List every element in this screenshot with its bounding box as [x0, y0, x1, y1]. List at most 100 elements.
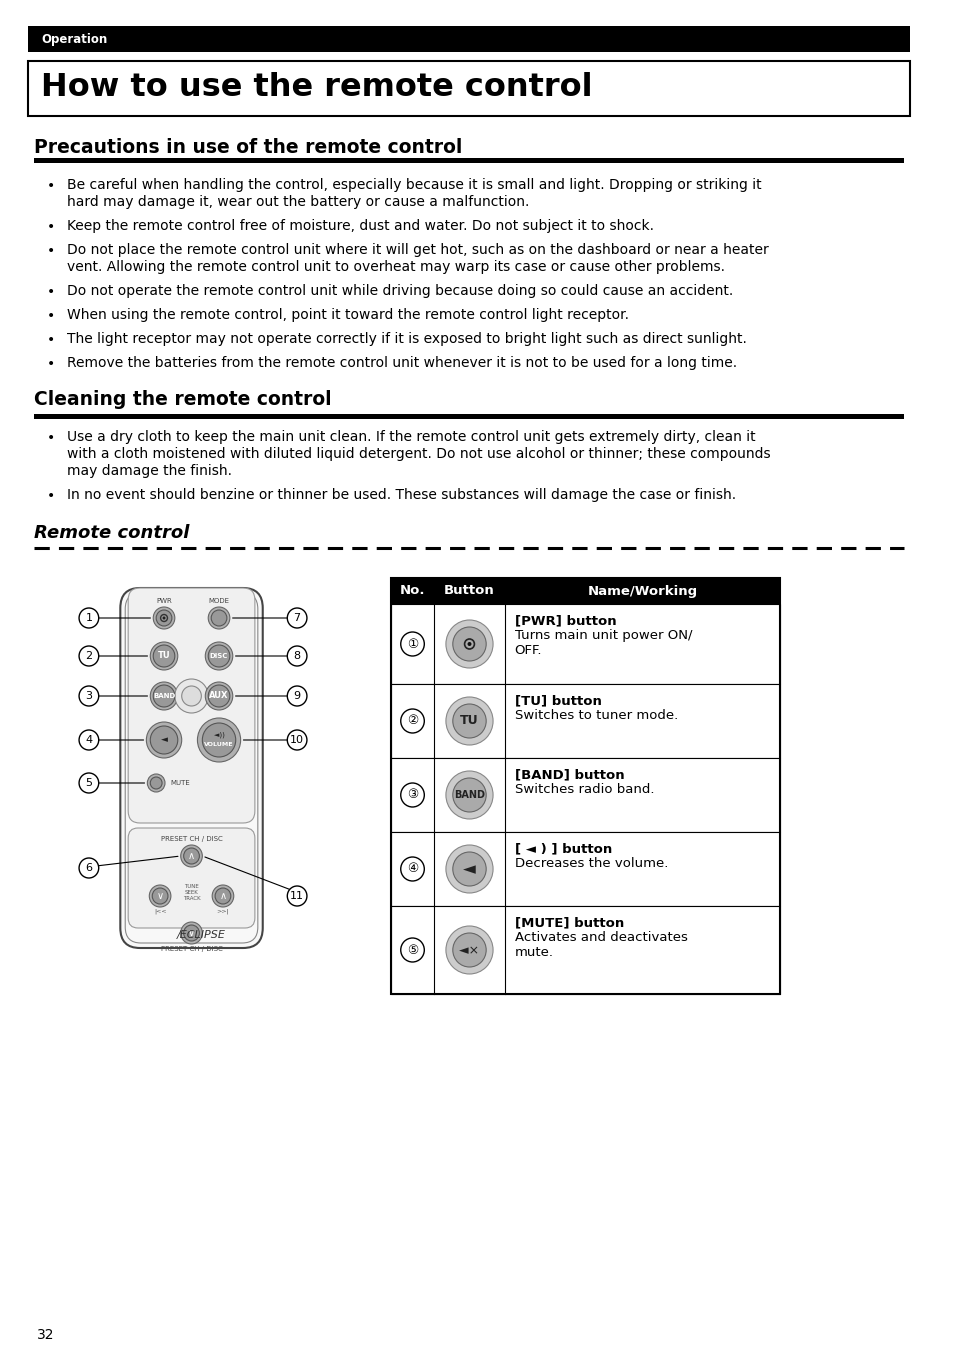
- Text: In no event should benzine or thinner be used. These substances will damage the : In no event should benzine or thinner be…: [67, 488, 735, 502]
- FancyBboxPatch shape: [120, 588, 262, 948]
- Text: •: •: [47, 178, 55, 193]
- Text: ◄︎: ◄︎: [160, 735, 168, 745]
- Bar: [391, 579, 779, 604]
- Text: mute.: mute.: [514, 946, 553, 959]
- Circle shape: [287, 685, 307, 706]
- Circle shape: [153, 607, 174, 629]
- Circle shape: [79, 773, 98, 794]
- Circle shape: [287, 886, 307, 906]
- Circle shape: [156, 610, 172, 626]
- Text: TUNE
SEEK
TRACK: TUNE SEEK TRACK: [183, 884, 200, 900]
- Text: Remote control: Remote control: [34, 525, 190, 542]
- Circle shape: [147, 773, 165, 792]
- Text: •: •: [47, 489, 55, 503]
- Circle shape: [287, 608, 307, 627]
- Circle shape: [400, 938, 424, 963]
- Circle shape: [153, 685, 174, 707]
- Circle shape: [287, 646, 307, 667]
- Circle shape: [453, 627, 486, 661]
- Text: ②: ②: [407, 714, 417, 727]
- Text: PRESET CH / DISC: PRESET CH / DISC: [160, 836, 222, 842]
- Circle shape: [400, 631, 424, 656]
- Text: Cleaning the remote control: Cleaning the remote control: [34, 389, 332, 410]
- Circle shape: [79, 608, 98, 627]
- Text: 32: 32: [37, 1328, 54, 1343]
- Text: [PWR] button: [PWR] button: [514, 614, 616, 627]
- Circle shape: [202, 723, 235, 757]
- Text: OFF.: OFF.: [514, 644, 541, 657]
- Circle shape: [453, 933, 486, 967]
- Circle shape: [453, 852, 486, 886]
- Text: 1: 1: [86, 612, 92, 623]
- Text: 7: 7: [294, 612, 300, 623]
- Bar: [391, 831, 779, 906]
- Circle shape: [151, 777, 162, 790]
- Text: Precautions in use of the remote control: Precautions in use of the remote control: [34, 138, 462, 157]
- Circle shape: [467, 642, 471, 646]
- Text: [BAND] button: [BAND] button: [514, 768, 623, 781]
- Text: ∨: ∨: [188, 927, 194, 938]
- Text: 10: 10: [290, 735, 304, 745]
- Text: [TU] button: [TU] button: [514, 694, 601, 707]
- Text: MUTE: MUTE: [170, 780, 190, 786]
- Bar: [391, 604, 779, 684]
- Text: ⑤: ⑤: [407, 944, 417, 956]
- Bar: [391, 758, 779, 831]
- Text: Do not place the remote control unit where it will get hot, such as on the dashb: Do not place the remote control unit whe…: [67, 243, 768, 257]
- Text: with a cloth moistened with diluted liquid detergent. Do not use alcohol or thin: with a cloth moistened with diluted liqu…: [67, 448, 770, 461]
- Text: hard may damage it, wear out the battery or cause a malfunction.: hard may damage it, wear out the battery…: [67, 195, 529, 210]
- Text: AUX: AUX: [209, 691, 229, 700]
- Text: •: •: [47, 333, 55, 347]
- Text: Do not operate the remote control unit while driving because doing so could caus: Do not operate the remote control unit w…: [67, 284, 732, 297]
- Text: MODE: MODE: [209, 598, 230, 604]
- Circle shape: [453, 777, 486, 813]
- Text: Operation: Operation: [41, 32, 108, 46]
- Circle shape: [445, 771, 493, 819]
- Circle shape: [208, 645, 230, 667]
- Text: |<<: |<<: [153, 909, 166, 914]
- Text: [MUTE] button: [MUTE] button: [514, 917, 623, 929]
- Text: BAND: BAND: [152, 694, 175, 699]
- Text: 5: 5: [86, 777, 92, 788]
- Circle shape: [214, 888, 231, 904]
- Text: 3: 3: [86, 691, 92, 700]
- Text: ∧: ∧: [188, 850, 194, 861]
- Text: 8: 8: [294, 652, 300, 661]
- Text: Use a dry cloth to keep the main unit clean. If the remote control unit gets ext: Use a dry cloth to keep the main unit cl…: [67, 430, 755, 443]
- Text: How to use the remote control: How to use the remote control: [41, 73, 592, 104]
- Circle shape: [151, 642, 177, 671]
- Bar: [391, 906, 779, 994]
- Text: ③: ③: [407, 788, 417, 802]
- Text: ◄︎: ◄︎: [462, 860, 476, 877]
- Circle shape: [146, 722, 181, 758]
- Text: Decreases the volume.: Decreases the volume.: [514, 857, 667, 869]
- Circle shape: [400, 857, 424, 882]
- Circle shape: [184, 848, 199, 864]
- Text: •: •: [47, 285, 55, 299]
- Text: >>|: >>|: [216, 909, 229, 914]
- Circle shape: [180, 922, 202, 944]
- Circle shape: [79, 859, 98, 877]
- Circle shape: [205, 681, 233, 710]
- Text: ∨: ∨: [156, 891, 164, 900]
- Text: 6: 6: [86, 863, 92, 873]
- Circle shape: [400, 783, 424, 807]
- Text: When using the remote control, point it toward the remote control light receptor: When using the remote control, point it …: [67, 308, 628, 322]
- Circle shape: [79, 646, 98, 667]
- Circle shape: [181, 685, 201, 706]
- Circle shape: [174, 679, 208, 713]
- Text: Switches radio band.: Switches radio band.: [514, 783, 654, 796]
- Text: 11: 11: [290, 891, 304, 900]
- Text: ①: ①: [407, 638, 417, 650]
- Circle shape: [151, 726, 177, 754]
- Text: TU: TU: [459, 714, 478, 727]
- Circle shape: [149, 886, 171, 907]
- Text: /ECLIPSE: /ECLIPSE: [176, 930, 226, 940]
- Circle shape: [197, 718, 240, 763]
- Circle shape: [205, 642, 233, 671]
- Text: The light receptor may not operate correctly if it is exposed to bright light su: The light receptor may not operate corre…: [67, 333, 746, 346]
- Text: DISC: DISC: [210, 653, 228, 658]
- Circle shape: [445, 621, 493, 668]
- Bar: [391, 684, 779, 758]
- Text: PWR: PWR: [156, 598, 172, 604]
